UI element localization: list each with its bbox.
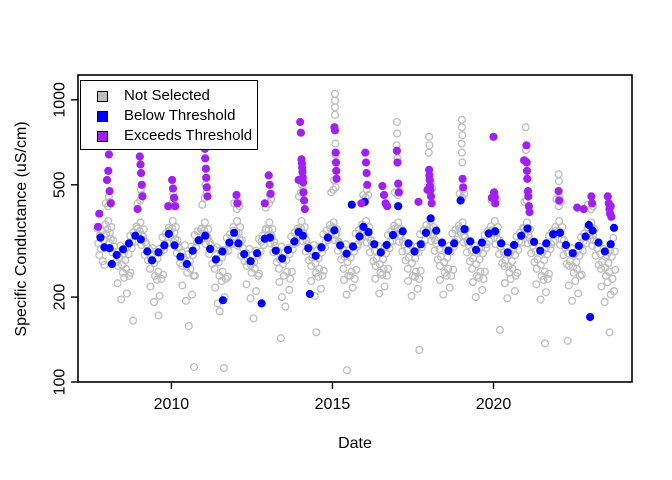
- plot-box: [77, 74, 633, 383]
- x-tick-label: 2020: [476, 396, 512, 413]
- y-tick-label: 500: [52, 171, 69, 198]
- y-tick-label: 100: [52, 369, 69, 396]
- x-tick-label: 2015: [315, 396, 351, 413]
- x-tick-label: 2010: [154, 396, 190, 413]
- legend-label: Below Threshold: [124, 107, 236, 124]
- not-selected-swatch-icon: [97, 90, 108, 102]
- x-axis-title: Date: [338, 435, 372, 452]
- series-exceeds-threshold: [93, 117, 616, 231]
- y-tick-label: 200: [52, 284, 69, 311]
- y-axis-title: Specific Conductance (uS/cm): [13, 121, 30, 337]
- below-threshold-swatch-icon: [97, 110, 108, 122]
- y-tick-label: 1000: [52, 82, 69, 118]
- legend-item-not-selected: Not Selected: [97, 86, 257, 106]
- legend-label: Exceeds Threshold: [124, 127, 253, 144]
- series-below-threshold: [96, 196, 619, 322]
- legend-item-exceeds-threshold: Exceeds Threshold: [97, 126, 257, 146]
- legend: Not Selected Below Threshold Exceeds Thr…: [80, 80, 258, 150]
- legend-label: Not Selected: [124, 87, 210, 104]
- exceeds-threshold-swatch-icon: [97, 130, 108, 142]
- legend-item-below-threshold: Below Threshold: [97, 106, 257, 126]
